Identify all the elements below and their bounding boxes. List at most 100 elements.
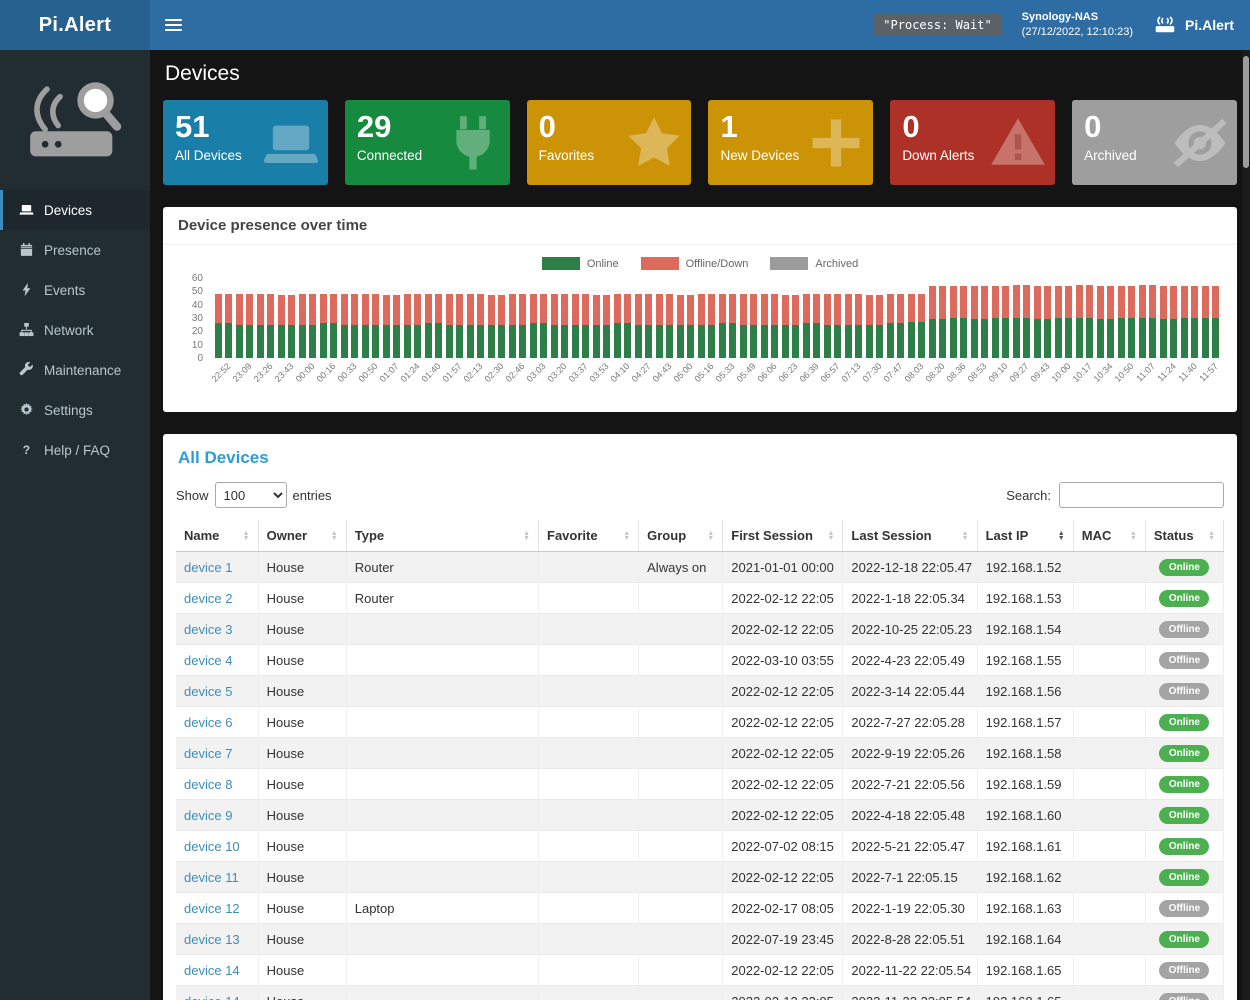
column-header-first-session[interactable]: First Session ▲ ▼ xyxy=(722,520,844,552)
bar-group xyxy=(318,278,339,358)
column-header-mac[interactable]: MAC ▲ ▼ xyxy=(1073,520,1146,552)
device-link[interactable]: device 14 xyxy=(184,962,240,978)
device-link[interactable]: device 14 xyxy=(184,994,240,1000)
sidebar-item-help-faq[interactable]: ? Help / FAQ xyxy=(0,430,150,470)
device-link[interactable]: device 6 xyxy=(184,714,233,730)
bar-segment-offline-down xyxy=(1181,286,1188,318)
bar-group xyxy=(1095,278,1116,358)
sidebar-item-settings[interactable]: Settings xyxy=(0,390,150,430)
sort-icon[interactable]: ▲ ▼ xyxy=(1129,529,1137,542)
cell-name: device 2 xyxy=(176,582,259,614)
page-scrollbar[interactable] xyxy=(1242,50,1250,1000)
bar-segment-offline-down xyxy=(1086,284,1093,318)
stacked-bar xyxy=(446,294,453,358)
column-header-last-ip[interactable]: Last IP ▲ ▼ xyxy=(977,520,1074,552)
cell-last-ip: 192.168.1.63 xyxy=(977,892,1074,924)
cell-mac xyxy=(1073,830,1146,862)
device-link[interactable]: device 2 xyxy=(184,590,233,606)
bar-segment-offline-down xyxy=(624,294,631,324)
navbar-brand-link[interactable]: Pi.Alert xyxy=(1153,16,1234,34)
table-row: device 13 House 2022-07-19 23:45 2022-8-28 … xyxy=(176,923,1225,955)
bar-segment-online xyxy=(1118,318,1125,358)
stacked-bar xyxy=(362,294,369,358)
device-link[interactable]: device 11 xyxy=(184,869,239,885)
device-link[interactable]: device 10 xyxy=(184,838,240,854)
column-header-status[interactable]: Status ▲ ▼ xyxy=(1145,520,1225,552)
sort-icon[interactable]: ▲ ▼ xyxy=(1208,529,1215,542)
device-link[interactable]: device 9 xyxy=(184,807,233,823)
cell-status: Online xyxy=(1145,861,1225,893)
bar-segment-online xyxy=(992,318,999,358)
stacked-bar xyxy=(236,294,243,358)
device-link[interactable]: device 3 xyxy=(184,621,233,637)
cell-group xyxy=(638,737,724,769)
x-tick-label: 23:26 xyxy=(252,361,276,385)
x-tick-label: 05:00 xyxy=(672,361,696,385)
sidebar-item-network[interactable]: Network xyxy=(0,310,150,350)
stacked-bar xyxy=(656,294,663,358)
search-input[interactable] xyxy=(1059,482,1224,508)
column-header-group[interactable]: Group ▲ ▼ xyxy=(638,520,724,552)
bar-segment-offline-down xyxy=(897,294,904,324)
sort-icon[interactable]: ▲ ▼ xyxy=(1057,529,1065,542)
sidebar-toggle-button[interactable] xyxy=(150,0,196,50)
stacked-bar xyxy=(477,294,484,358)
bar-segment-offline-down xyxy=(299,294,306,325)
sidebar-item-events[interactable]: Events xyxy=(0,270,150,310)
legend-label: Online xyxy=(586,257,619,270)
summary-card-connected[interactable]: 29 Connected xyxy=(344,100,510,185)
device-link[interactable]: device 13 xyxy=(184,931,240,947)
sort-icon[interactable]: ▲ ▼ xyxy=(523,529,530,542)
device-link[interactable]: device 4 xyxy=(184,652,233,668)
card-label: Favorites xyxy=(538,147,595,163)
stacked-bar xyxy=(1170,286,1177,358)
bar-segment-online xyxy=(740,324,747,358)
sort-icon[interactable]: ▲ ▼ xyxy=(242,529,250,542)
sort-icon[interactable]: ▲ ▼ xyxy=(961,529,969,542)
x-tick-label: 00:33 xyxy=(336,361,360,385)
bar-segment-online xyxy=(456,324,463,358)
device-link[interactable]: device 1 xyxy=(184,559,233,575)
column-header-name[interactable]: Name ▲ ▼ xyxy=(176,520,259,552)
column-header-favorite[interactable]: Favorite ▲ ▼ xyxy=(538,520,640,552)
cell-first-session: 2022-02-12 22:05 xyxy=(722,613,844,645)
device-link[interactable]: device 12 xyxy=(184,900,240,916)
stacked-bar xyxy=(393,295,400,358)
sidebar-item-devices[interactable]: Devices xyxy=(0,190,150,230)
column-header-last-session[interactable]: Last Session ▲ ▼ xyxy=(842,520,978,552)
summary-card-down-alerts[interactable]: 0 Down Alerts xyxy=(890,100,1056,185)
cell-owner: House xyxy=(258,737,347,769)
table-row: device 2 House Router 2022-02-12 22:05 2022-… xyxy=(176,582,1225,614)
table-row: device 14 House 2022-02-12 22:052022-11-22… xyxy=(176,985,1225,1000)
bar-segment-online xyxy=(1191,318,1198,358)
bar-group xyxy=(255,278,276,358)
search-label: Search: xyxy=(1006,487,1051,503)
x-tick-label: 00:16 xyxy=(315,361,339,385)
summary-card-archived[interactable]: 0 Archived xyxy=(1072,100,1237,185)
page-length-select[interactable]: 100 xyxy=(214,482,287,508)
column-header-owner[interactable]: Owner ▲ ▼ xyxy=(258,520,347,552)
device-link[interactable]: device 8 xyxy=(184,776,233,792)
sort-icon[interactable]: ▲ ▼ xyxy=(330,529,338,542)
stacked-bar xyxy=(509,294,516,358)
devices-table: Name ▲ ▼ Owner ▲ ▼ Type ▲ ▼ Favorite ▲ ▼ Group ▲ ▼ Firs… xyxy=(176,520,1225,1000)
summary-card-favorites[interactable]: 0 Favorites xyxy=(526,100,692,185)
scrollbar-thumb[interactable] xyxy=(1243,56,1249,168)
sidebar-item-presence[interactable]: Presence xyxy=(0,230,150,270)
summary-card-new-devices[interactable]: 1 New Devices xyxy=(708,100,874,185)
column-header-type[interactable]: Type ▲ ▼ xyxy=(346,520,540,552)
app-logo[interactable]: Pi.Alert xyxy=(0,0,150,50)
bar-segment-offline-down xyxy=(635,294,642,325)
device-link[interactable]: device 7 xyxy=(184,745,233,761)
sidebar-item-maintenance[interactable]: Maintenance xyxy=(0,350,150,390)
stacked-bar xyxy=(414,294,421,358)
cell-status: Online xyxy=(1145,551,1225,583)
summary-card-all-devices[interactable]: 51 All Devices xyxy=(163,100,328,185)
bar-group xyxy=(654,278,675,358)
sort-icon[interactable]: ▲ ▼ xyxy=(623,529,631,542)
device-link[interactable]: device 5 xyxy=(184,683,233,699)
cell-group xyxy=(638,799,724,831)
sort-icon[interactable]: ▲ ▼ xyxy=(707,529,715,542)
bar-segment-online xyxy=(1086,318,1093,358)
sort-icon[interactable]: ▲ ▼ xyxy=(827,529,835,542)
